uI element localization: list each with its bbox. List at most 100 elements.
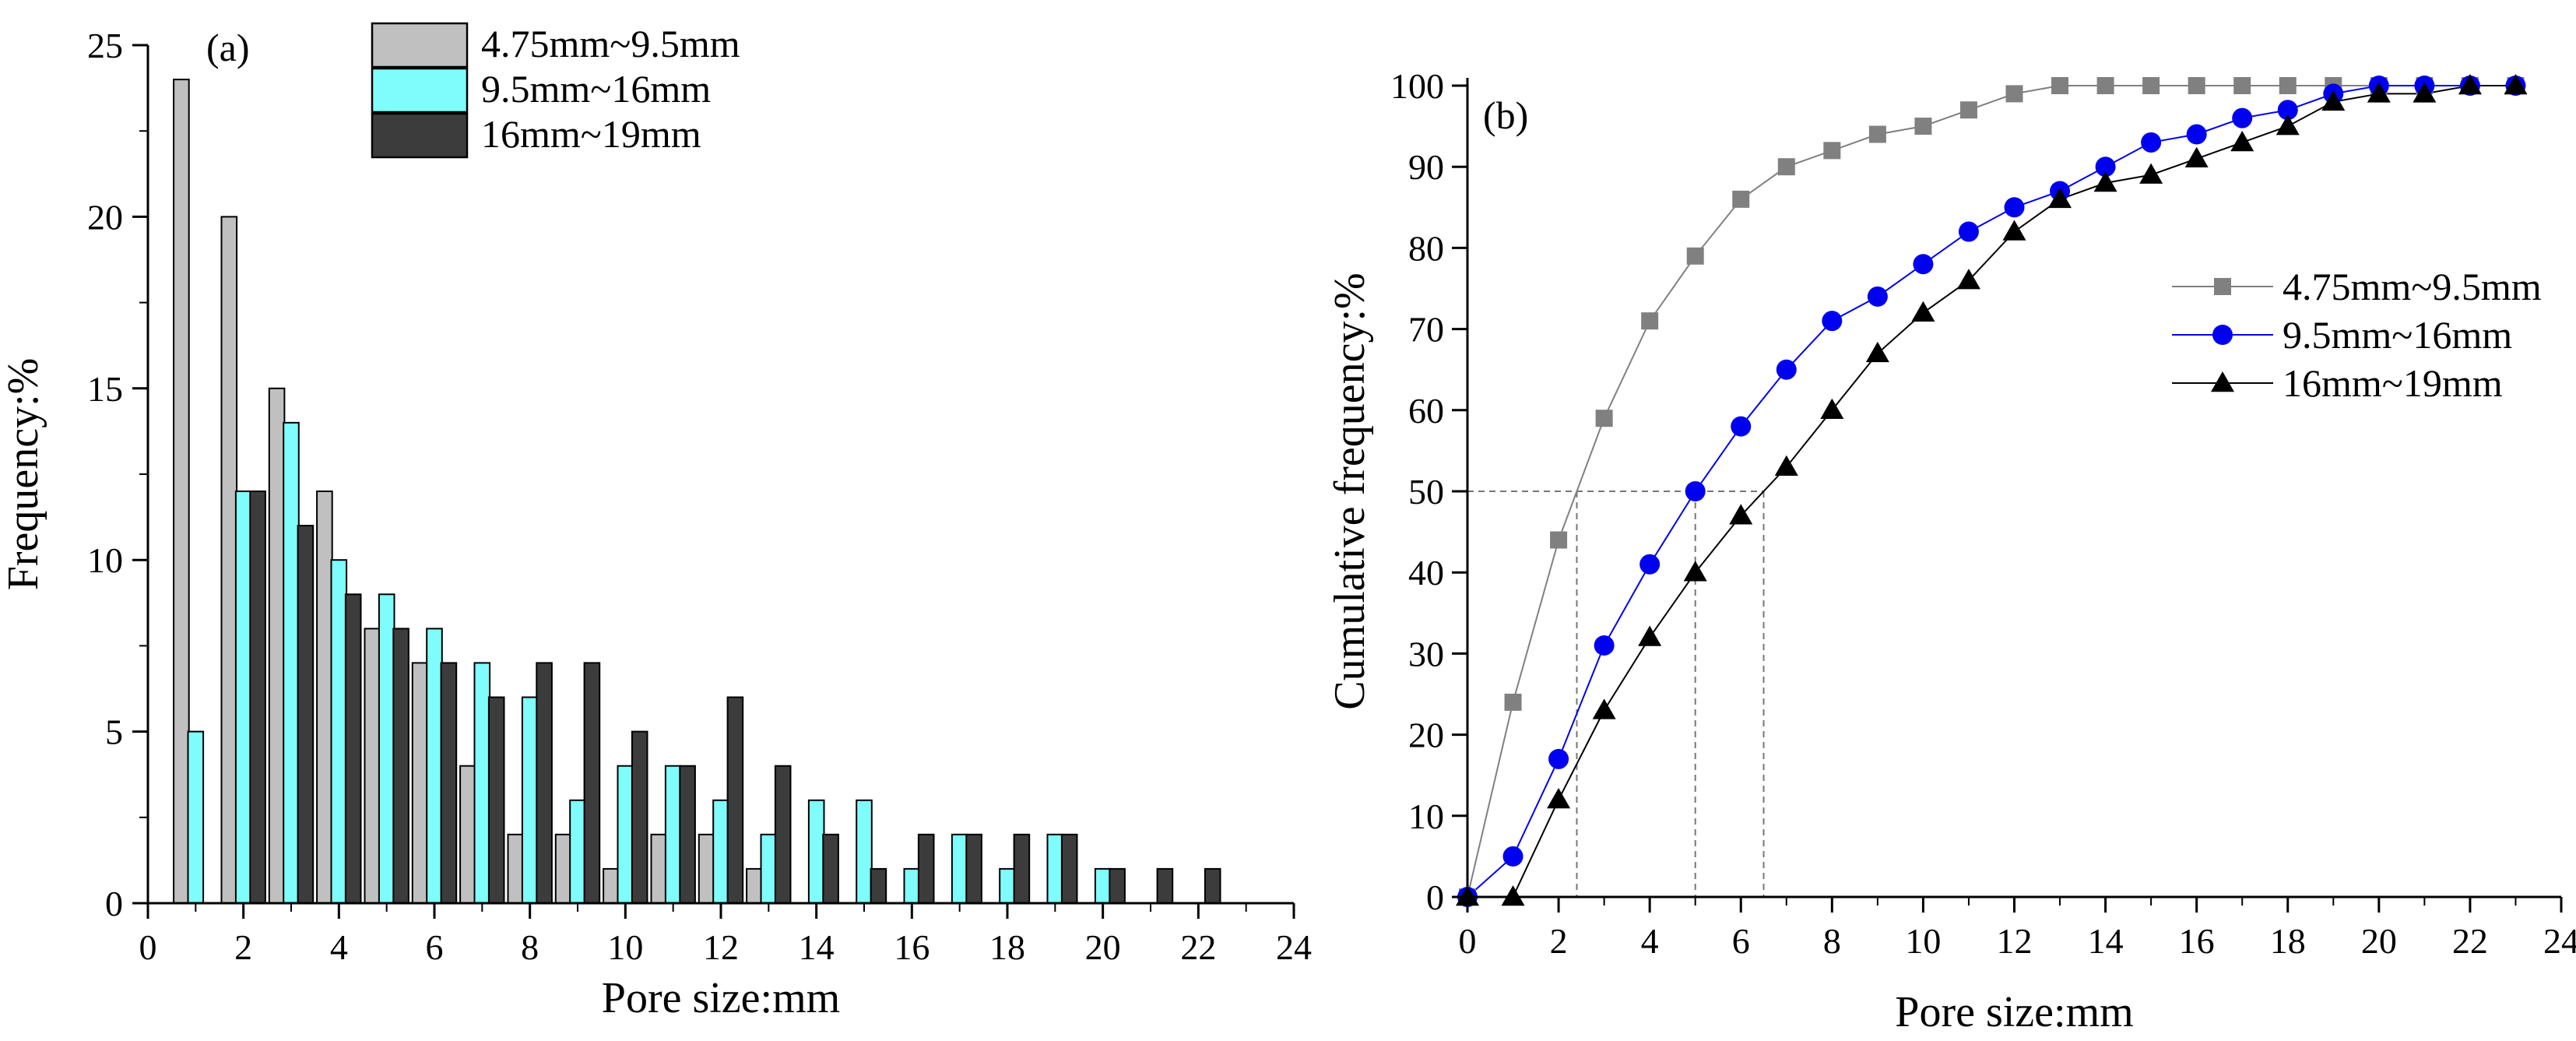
legend-label-a-1: 9.5mm~16mm	[481, 67, 711, 111]
panel-b-x-tick-label: 8	[1823, 921, 1841, 961]
bar-series1-6	[475, 663, 490, 903]
bar-series1-4	[379, 594, 395, 903]
legend-marker-b-1	[2212, 325, 2233, 345]
bar-series2-17	[1062, 835, 1077, 903]
legend-marker-b-2	[2211, 371, 2234, 392]
point-series2-2	[1547, 788, 1570, 808]
bar-series2-1	[298, 526, 314, 903]
panel-a-x-tick-label: 10	[607, 927, 643, 967]
point-series2-15	[2139, 164, 2163, 184]
bar-series2-15	[966, 835, 982, 903]
bar-series0-10	[652, 835, 667, 903]
bar-series1-15	[905, 869, 920, 903]
bar-series0-12	[747, 869, 762, 903]
point-series0-15	[2142, 77, 2160, 94]
point-series1-10	[1913, 254, 1933, 274]
bar-series2-7	[585, 663, 600, 903]
bar-series0-3	[317, 491, 332, 903]
bar-series2-4	[441, 663, 457, 903]
panel-b-x-tick-label: 0	[1459, 921, 1477, 961]
bar-series0-0	[174, 79, 189, 903]
bar-series2-6	[536, 663, 552, 903]
panel-b-label: (b)	[1483, 93, 1528, 137]
bar-series1-5	[427, 628, 442, 903]
bar-series2-3	[393, 628, 409, 903]
bar-series1-14	[856, 800, 872, 903]
bar-series2-20	[1205, 869, 1221, 903]
point-series2-10	[1911, 301, 1935, 322]
point-series1-16	[2187, 125, 2207, 145]
panel-b-x-tick-label: 12	[1997, 921, 2033, 961]
panel-a-y-tick-label: 20	[87, 197, 123, 237]
panel-a-y-tick-label: 25	[87, 26, 123, 65]
panel-b-y-tick-label: 0	[1426, 877, 1444, 917]
bar-series1-19	[1095, 869, 1111, 903]
panel-a-label: (a)	[206, 26, 250, 69]
bar-series2-2	[346, 594, 361, 903]
panel-a-x-tick-label: 4	[330, 927, 348, 967]
bar-series1-7	[522, 698, 538, 904]
bar-series2-8	[632, 732, 648, 903]
panel-b-y-tick-label: 40	[1408, 553, 1444, 593]
point-series1-15	[2141, 132, 2161, 153]
panel-a-x-tick-label: 22	[1180, 927, 1216, 967]
legend-swatch-a-1	[372, 69, 467, 112]
point-series1-2	[1548, 749, 1569, 769]
bar-series0-5	[413, 663, 428, 903]
point-series2-17	[2230, 131, 2254, 151]
bar-series2-13	[871, 869, 887, 903]
bar-series1-2	[283, 423, 299, 903]
panel-a-x-tick-label: 12	[703, 927, 739, 967]
panel-a-x-axis-label: Pore size:mm	[602, 974, 840, 1022]
panel-a-y-tick-label: 5	[105, 712, 123, 752]
point-series2-9	[1866, 342, 1889, 362]
bar-series0-6	[460, 766, 476, 903]
panel-a-x-tick-label: 2	[234, 927, 252, 967]
panel-a-x-tick-label: 6	[426, 927, 444, 967]
panel-b-x-tick-label: 20	[2361, 921, 2397, 961]
point-series2-5	[1684, 561, 1707, 581]
point-series1-7	[1776, 360, 1797, 380]
bar-series1-12	[761, 835, 777, 903]
panel-b-x-tick-label: 2	[1550, 921, 1568, 961]
point-series2-12	[2003, 220, 2026, 241]
panel-b-x-tick-label: 6	[1732, 921, 1750, 961]
point-series0-9	[1869, 126, 1886, 143]
bar-series2-19	[1158, 869, 1173, 903]
bar-series0-1	[222, 216, 237, 903]
panel-b-x-tick-label: 14	[2088, 921, 2124, 961]
bar-series0-2	[269, 389, 285, 903]
point-series0-6	[1732, 191, 1749, 208]
point-series0-10	[1914, 118, 1931, 135]
panel-b-line-chart: (b) 0 2 4 6 8 10 12 14 16 18 20 22 24010203040506070…	[1326, 66, 2576, 1036]
point-series0-3	[1596, 410, 1613, 427]
bar-series1-17	[1000, 869, 1015, 903]
point-series0-12	[2006, 85, 2023, 102]
panel-a-y-axis-label: Frequency:%	[0, 358, 47, 591]
panel-a-x-tick-label: 14	[799, 927, 835, 967]
panel-b-x-axis-label: Pore size:mm	[1895, 988, 2133, 1036]
figure: (a) 0 2 4 6 8 10 12 14 16 18 20 22 240510152025 Pore…	[0, 0, 2576, 1041]
point-series0-13	[2051, 77, 2068, 94]
panel-a-bars	[174, 79, 1220, 903]
panel-b-y-tick-label: 60	[1408, 391, 1444, 431]
point-series1-9	[1868, 287, 1888, 307]
legend-label-b-0: 4.75mm~9.5mm	[2283, 265, 2542, 308]
bar-series2-11	[775, 766, 791, 903]
legend-label-b-2: 16mm~19mm	[2283, 361, 2503, 405]
point-series1-17	[2232, 108, 2252, 128]
panel-b-y-tick-label: 100	[1390, 66, 1444, 106]
point-series0-18	[2279, 77, 2297, 94]
point-series1-11	[1959, 222, 1979, 242]
panel-b-y-tick-label: 10	[1408, 797, 1444, 836]
bar-series1-9	[618, 766, 634, 903]
bar-series1-13	[809, 800, 824, 903]
legend-label-a-2: 16mm~19mm	[481, 112, 701, 156]
bar-series2-10	[728, 698, 743, 904]
panel-b-y-tick-label: 90	[1408, 147, 1444, 187]
bar-series1-10	[666, 766, 681, 903]
panel-a-x-tick-label: 0	[139, 927, 157, 967]
point-series2-8	[1820, 399, 1843, 419]
